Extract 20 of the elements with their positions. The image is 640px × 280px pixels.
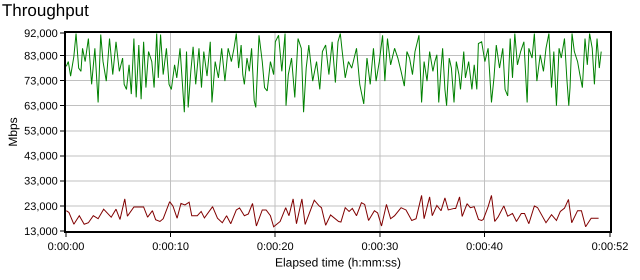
x-tick-label: 0:00:40: [466, 241, 503, 254]
y-tick-label: 63,000: [24, 100, 58, 113]
line-series: [66, 194, 600, 228]
y-tick-label: 92,000: [24, 28, 58, 40]
y-tick-label: 43,000: [24, 150, 58, 163]
x-tick-label: 0:00:10: [152, 241, 189, 254]
x-tick-label: 0:00:20: [256, 241, 294, 254]
y-tick-label: 83,000: [24, 50, 58, 62]
x-tick-label: 0:00:00: [48, 241, 84, 254]
y-tick-label: 53,000: [24, 126, 58, 138]
y-tick-label: 13,000: [24, 226, 58, 238]
x-tick-label: 0:00:52: [592, 241, 628, 254]
line-series: [66, 33, 602, 113]
x-axis-title: Elapsed time (h:mm:ss): [274, 256, 402, 270]
chart-title: Throughput: [2, 1, 90, 20]
y-tick-label: 23,000: [24, 200, 58, 213]
x-tick-label: 0:00:30: [362, 241, 398, 254]
y-tick-label: 33,000: [24, 176, 58, 188]
y-tick-label: 73,000: [24, 75, 58, 88]
y-axis-title: Mbps: [6, 117, 20, 147]
